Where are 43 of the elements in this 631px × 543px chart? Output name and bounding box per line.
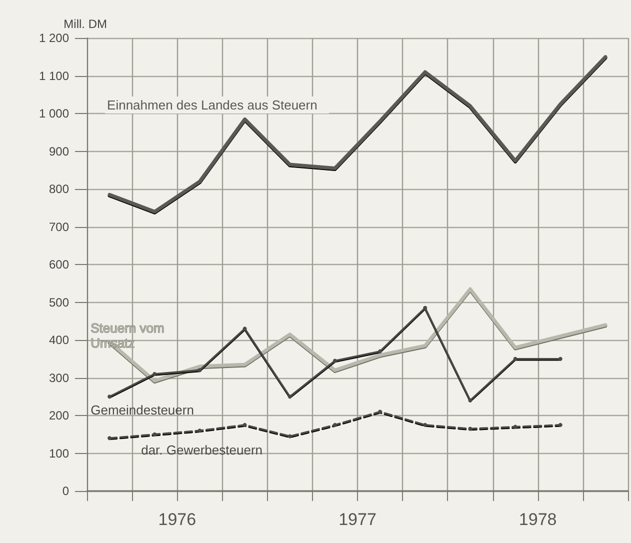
- x-tick-label: 1977: [338, 510, 376, 529]
- y-tick-label: 700: [48, 220, 70, 234]
- point: [108, 436, 112, 440]
- point: [288, 434, 292, 438]
- point: [288, 394, 292, 399]
- y-tick-label: 1 200: [38, 31, 70, 45]
- point: [423, 306, 428, 310]
- point: [378, 349, 382, 354]
- y-tick-label: 100: [48, 446, 70, 460]
- point: [242, 422, 247, 427]
- point: [378, 410, 382, 414]
- y-tick-label: 800: [48, 182, 70, 196]
- y-tick-label: 500: [48, 295, 70, 310]
- point: [152, 372, 157, 376]
- series-label: Gemeindesteuern: [90, 402, 194, 418]
- y-tick-label: 900: [48, 144, 70, 158]
- x-tick-label: 1976: [158, 510, 196, 529]
- point: [332, 422, 337, 427]
- point: [468, 398, 472, 402]
- point: [332, 358, 337, 363]
- y-tick-label: 600: [48, 258, 70, 272]
- point: [198, 368, 202, 372]
- y-tick-label: 0: [62, 484, 70, 498]
- point: [242, 326, 247, 331]
- point: [152, 432, 157, 436]
- point: [513, 356, 518, 361]
- y-tick-label: 400: [48, 333, 70, 347]
- point: [513, 424, 518, 429]
- y-tick-label: 1 000: [38, 106, 70, 120]
- series-label: dar. Gewerbesteuern: [141, 442, 263, 458]
- y-tick-label: 200: [48, 408, 70, 422]
- text: Einnahmen des Landes aus Steuern: [107, 98, 318, 113]
- y-tick-label: 300: [48, 370, 70, 385]
- point: [468, 426, 472, 431]
- point: [108, 394, 112, 399]
- y-axis-title: Mill. DM: [64, 17, 107, 31]
- y-tick-label: 1 100: [38, 68, 70, 83]
- point: [198, 428, 202, 433]
- x-tick-label: 1978: [518, 510, 557, 529]
- point: [558, 356, 562, 361]
- point: [558, 422, 562, 427]
- point: [423, 422, 428, 427]
- line-series: [108, 55, 608, 214]
